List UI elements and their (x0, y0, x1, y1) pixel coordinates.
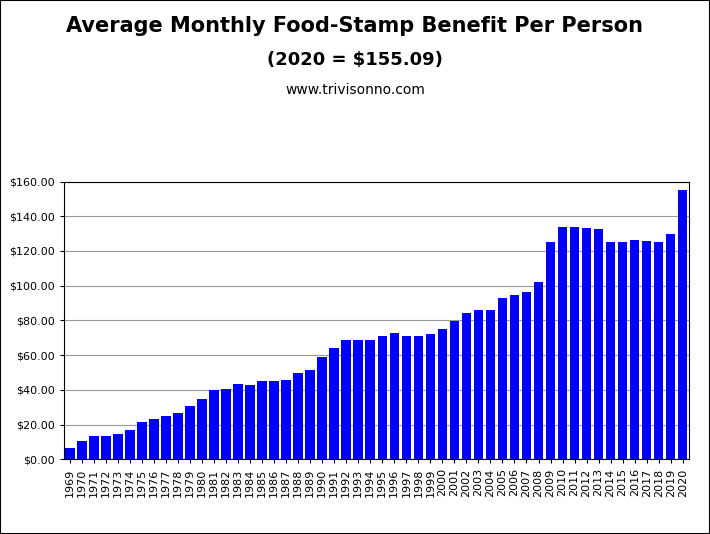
Text: (2020 = $155.09): (2020 = $155.09) (267, 51, 443, 69)
Bar (269, 381, 279, 459)
Bar (161, 416, 171, 459)
Bar (137, 422, 147, 459)
Bar (474, 310, 484, 459)
Bar (390, 333, 399, 459)
Bar (246, 384, 255, 459)
Bar (449, 321, 459, 459)
Text: Average Monthly Food-Stamp Benefit Per Person: Average Monthly Food-Stamp Benefit Per P… (67, 16, 643, 36)
Bar (558, 227, 567, 459)
Bar (329, 348, 339, 459)
Bar (642, 241, 652, 459)
Text: www.trivisonno.com: www.trivisonno.com (285, 83, 425, 97)
Bar (185, 406, 195, 459)
Bar (113, 434, 123, 459)
Bar (581, 227, 591, 459)
Bar (317, 357, 327, 459)
Bar (462, 313, 471, 459)
Bar (546, 242, 555, 459)
Bar (618, 242, 628, 459)
Bar (197, 399, 207, 459)
Bar (594, 229, 604, 459)
Bar (366, 340, 375, 459)
Bar (209, 390, 219, 459)
Bar (65, 447, 75, 459)
Bar (234, 384, 243, 459)
Bar (149, 419, 159, 459)
Bar (293, 373, 303, 459)
Bar (534, 282, 543, 459)
Bar (522, 292, 531, 459)
Bar (101, 436, 111, 459)
Bar (486, 310, 496, 459)
Bar (498, 298, 507, 459)
Bar (606, 242, 616, 459)
Bar (666, 234, 675, 459)
Bar (222, 389, 231, 459)
Bar (257, 381, 267, 459)
Bar (77, 441, 87, 459)
Bar (413, 335, 423, 459)
Bar (678, 190, 687, 459)
Bar (425, 334, 435, 459)
Bar (281, 380, 291, 459)
Bar (569, 227, 579, 459)
Bar (342, 340, 351, 459)
Bar (402, 335, 411, 459)
Bar (354, 340, 363, 459)
Bar (305, 370, 315, 459)
Bar (437, 329, 447, 459)
Bar (125, 430, 135, 459)
Bar (89, 436, 99, 459)
Bar (173, 413, 183, 459)
Bar (510, 295, 519, 459)
Bar (378, 335, 387, 459)
Bar (654, 242, 663, 459)
Bar (630, 240, 640, 459)
